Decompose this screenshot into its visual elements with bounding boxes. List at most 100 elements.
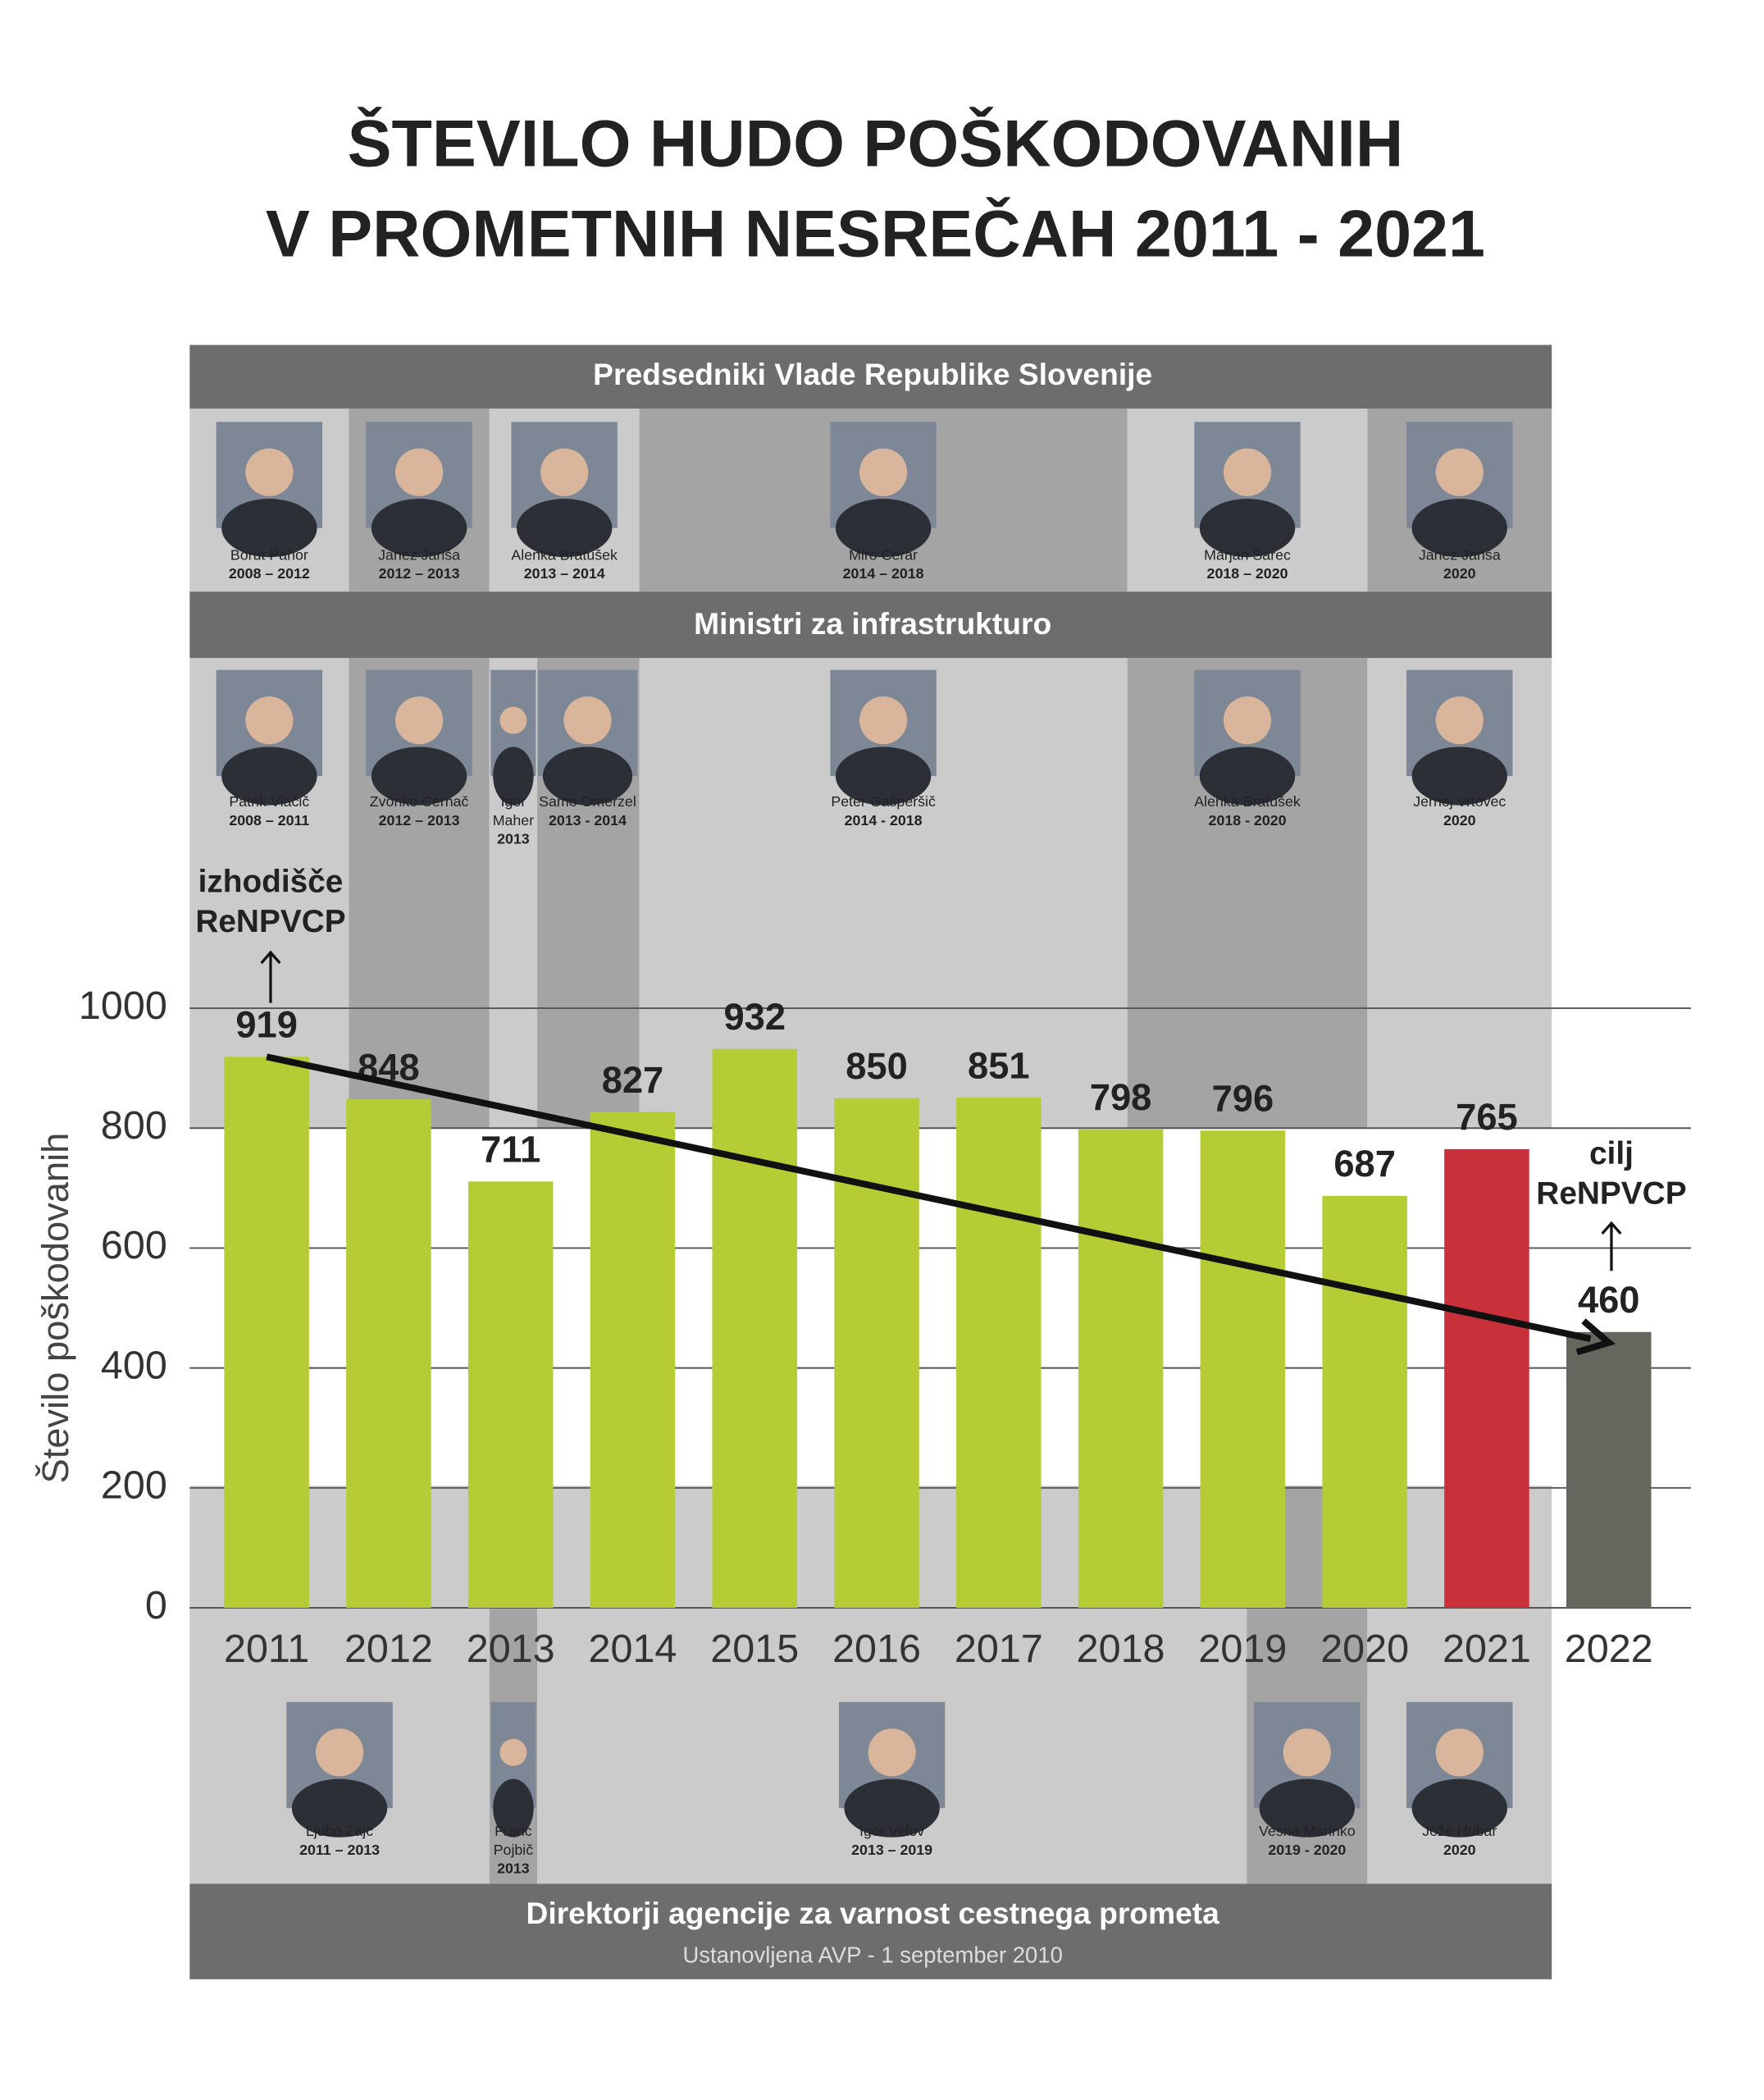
portrait (830, 422, 937, 558)
person-name: Ljubo Zajc (306, 1824, 374, 1841)
value-label: 711 (481, 1129, 540, 1171)
x-tick-label: 2016 (832, 1627, 921, 1671)
portrait-head (859, 448, 908, 496)
heading-bar (189, 1883, 1552, 1979)
portrait-head (1435, 1728, 1484, 1777)
section-note: Ustanovljena AVP - 1 september 2010 (682, 1942, 1062, 1968)
person-name: Janez Janša (378, 547, 461, 564)
portrait-head (1435, 448, 1484, 496)
person-years: 2013 – 2019 (851, 1842, 933, 1859)
portrait-body (1199, 499, 1296, 558)
person-name: Zvonko Černač (369, 794, 469, 811)
portrait (366, 422, 472, 558)
value-label: 796 (1212, 1078, 1274, 1120)
person-label: Igor Maher 2013 (493, 795, 534, 848)
person-years: 2013 (497, 1860, 530, 1878)
person-label: Borut Pahor 2008 – 2012 (189, 546, 349, 583)
person-label: Marjan Šarec 2018 – 2020 (1204, 548, 1291, 582)
x-tick-label: 2022 (1565, 1627, 1653, 1671)
value-label: 932 (723, 996, 786, 1038)
portrait-head (540, 448, 589, 496)
annotation-arrowhead (260, 950, 281, 965)
portrait (1254, 1701, 1361, 1838)
y-tick-label: 1000 (79, 984, 167, 1028)
value-label: 851 (968, 1044, 1030, 1086)
portrait (490, 669, 536, 806)
value-label: 850 (846, 1045, 908, 1087)
annotation-arrowhead (1601, 1221, 1622, 1235)
person-text: Jernej Vrtovec 2020 (1367, 793, 1552, 830)
person-label: Zvonko Černač 2012 – 2013 (369, 794, 469, 829)
bar (590, 1112, 676, 1609)
person-label: Jernej Vrtovec 2020 (1367, 793, 1552, 830)
person-name: Patrik Vlačič (229, 794, 310, 811)
annotation: izhodišče (198, 864, 344, 899)
portrait-head (563, 696, 612, 745)
portrait (1194, 422, 1301, 558)
person-name: Igor Velov (859, 1824, 925, 1841)
person-text: Samo Omerzel 2013 - 2014 (536, 793, 639, 830)
section-heading: Direktorji agencije za varnost cestnega … (526, 1896, 1220, 1930)
bar (1444, 1148, 1529, 1609)
person-name: Alenka Bratušek (511, 547, 618, 564)
portrait-head (315, 1728, 364, 1777)
portrait-head (868, 1728, 916, 1777)
portrait-body (835, 499, 932, 558)
portrait-body (516, 499, 613, 558)
person-text: Janez Janša 2012 – 2013 (349, 546, 489, 583)
y-tick-label: 800 (101, 1103, 167, 1148)
portrait-body (371, 746, 467, 806)
person-years: 2008 – 2011 (229, 813, 310, 829)
person-text: Patrik Vlačič 2008 – 2011 (189, 793, 349, 830)
heading-bar (189, 345, 1552, 409)
annotation: ReNPVCP (1536, 1176, 1686, 1211)
portrait-head (859, 696, 908, 745)
annotation: cilj (1589, 1136, 1634, 1171)
x-tick-label: 2013 (467, 1627, 555, 1671)
person-years: 2014 - 2018 (844, 813, 923, 829)
person-label: Samo Omerzel 2013 - 2014 (536, 793, 639, 830)
person-label: Miro Cerar 2014 – 2018 (843, 548, 924, 582)
y-tick-label: 200 (101, 1463, 167, 1508)
portrait-body (844, 1778, 940, 1838)
portrait-body (221, 499, 317, 558)
value-label: 765 (1456, 1096, 1518, 1138)
portrait-head (1223, 448, 1272, 496)
y-tick-label: 600 (101, 1223, 167, 1267)
bar (1322, 1195, 1407, 1609)
person-name: Peter Gašperšič (831, 794, 936, 811)
person-name: Janez Janša (1418, 547, 1501, 564)
x-tick-label: 2012 (344, 1627, 433, 1671)
bar (1566, 1331, 1652, 1609)
person-text: Peter Gašperšič 2014 - 2018 (640, 793, 1128, 830)
person-text: Vesna Marinko 2019 - 2020 (1247, 1823, 1367, 1860)
person-name: Vesna Marinko (1258, 1824, 1356, 1841)
trend-arrowhead (1575, 1318, 1616, 1356)
bar (224, 1057, 309, 1609)
portrait-head (245, 448, 294, 496)
portrait-body (835, 746, 932, 806)
person-label: Alenka Bratušek 2018 - 2020 (1194, 795, 1301, 829)
section-heading: Predsedniki Vlade Republike Slovenije (593, 357, 1152, 391)
person-text: Alenka Bratušek 2013 – 2014 (490, 546, 640, 583)
portrait-body (1259, 1778, 1356, 1838)
person-text: Borut Pahor 2008 – 2012 (189, 546, 349, 583)
portrait-head (1435, 696, 1484, 745)
portrait-head (1223, 696, 1272, 745)
portrait (1406, 1701, 1513, 1838)
person-years: 2020 (1443, 1842, 1476, 1859)
value-label: 460 (1578, 1279, 1640, 1321)
x-tick-label: 2019 (1198, 1627, 1287, 1671)
y-tick-label: 0 (145, 1583, 167, 1628)
person-label: Patrik Vlačič 2008 – 2011 (189, 793, 349, 830)
portrait (838, 1701, 946, 1838)
person-name: Jože Hribar (1422, 1824, 1497, 1841)
person-name: Jernej Vrtovec (1413, 794, 1506, 811)
heading-bar (189, 591, 1552, 659)
portrait-body (1411, 746, 1508, 806)
person-name: Borut Pahor (230, 547, 308, 564)
x-tick-label: 2011 (224, 1627, 309, 1671)
x-tick-label: 2015 (710, 1627, 799, 1671)
